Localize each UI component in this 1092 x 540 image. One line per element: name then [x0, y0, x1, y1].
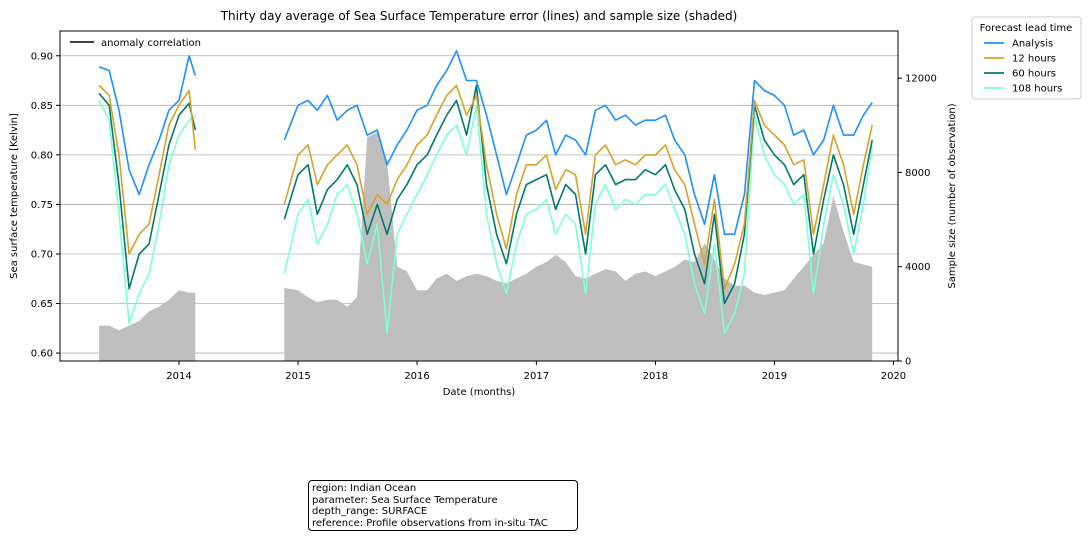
y-tick-label: 0.90	[31, 51, 53, 62]
y2-axis-label: Sample size (number of observation)	[947, 103, 958, 288]
chart-title: Thirty day average of Sea Surface Temper…	[220, 9, 738, 23]
series-legend: Forecast lead time Analysis 12 hours 60 ho…	[971, 16, 1082, 100]
legend-label: 60 hours	[1012, 69, 1056, 80]
series-line-analysis	[98, 50, 873, 235]
legend-title: Forecast lead time	[980, 23, 1073, 34]
legend-label: 12 hours	[1012, 54, 1056, 65]
series-line-108-hours	[98, 100, 873, 335]
sample-size-segment	[284, 132, 873, 361]
x-tick-label: 2019	[762, 371, 787, 382]
y-tick-label: 0.70	[31, 249, 53, 260]
y2-tick-label: 8000	[905, 168, 930, 179]
info-box: region: Indian Ocean parameter: Sea Surf…	[308, 480, 578, 531]
info-region: region: Indian Ocean	[312, 483, 417, 494]
y2-tick-label: 4000	[905, 262, 930, 273]
plot-frame	[59, 30, 899, 362]
y-tick-label: 0.65	[31, 299, 53, 310]
sample-size-area	[99, 132, 873, 361]
series-line-60-hours	[98, 84, 873, 305]
legend-label: 108 hours	[1012, 84, 1062, 95]
x-tick-label: 2014	[166, 371, 191, 382]
y-tick-label: 0.80	[31, 150, 53, 161]
legend-label: Analysis	[1012, 39, 1053, 50]
series-lines	[98, 50, 873, 335]
y-tick-label: 0.75	[31, 200, 53, 211]
series-line-12-hours	[98, 84, 873, 290]
y2-tick-label: 12000	[905, 74, 937, 85]
y-axis-ticks: 0.60 0.65 0.70 0.75 0.80 0.85 0.90	[31, 51, 60, 360]
x-tick-label: 2016	[404, 371, 429, 382]
y-tick-label: 0.85	[31, 101, 53, 112]
info-parameter: parameter: Sea Surface Temperature	[312, 494, 498, 506]
info-depth-range: depth_range: SURFACE	[312, 506, 428, 517]
anomaly-legend-label: anomaly correlation	[101, 38, 201, 49]
x-tick-label: 2017	[524, 371, 549, 382]
y2-tick-label: 0	[905, 357, 911, 368]
y-axis-label: Sea surface temperature [Kelvin]	[9, 113, 20, 279]
anomaly-legend: anomaly correlation	[70, 38, 201, 49]
x-tick-label: 2015	[285, 371, 310, 382]
info-reference: reference: Profile observations from in-…	[312, 517, 548, 529]
sample-size-segment	[99, 290, 196, 361]
y-tick-label: 0.60	[31, 349, 53, 360]
x-tick-label: 2018	[643, 371, 668, 382]
x-tick-label: 2020	[881, 371, 906, 382]
y2-axis-ticks: 0 4000 8000 12000	[898, 74, 937, 368]
legend-frame	[971, 16, 1082, 100]
x-axis-ticks: 2014 2015 2016 2017 2018 2019 2020	[166, 361, 906, 382]
x-axis-label: Date (months)	[443, 387, 516, 398]
